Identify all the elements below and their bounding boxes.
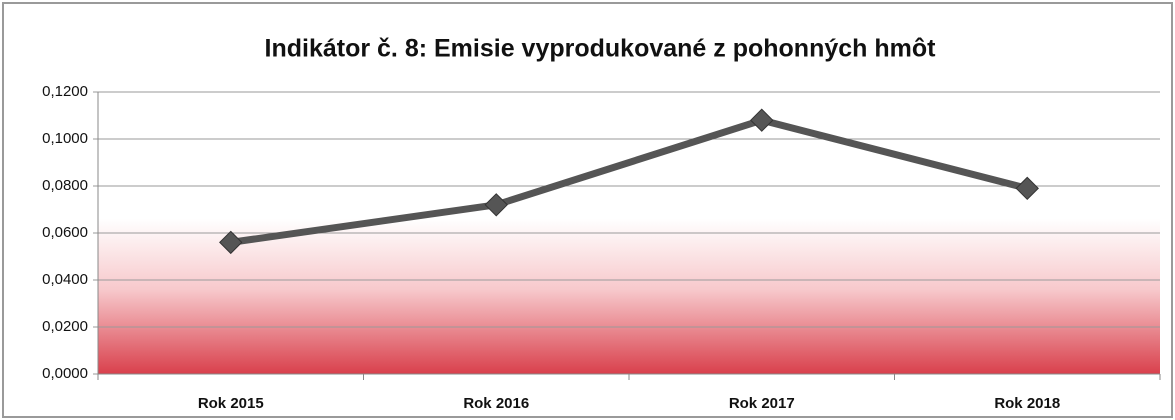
- x-tick-label: Rok 2016: [463, 395, 529, 412]
- y-tick-label: 0,0600: [42, 224, 88, 241]
- series-line: [230, 116, 1029, 246]
- data-point: [219, 230, 243, 255]
- data-point: [1015, 176, 1039, 201]
- data-point: [484, 193, 508, 217]
- y-tick-label: 0,0800: [42, 177, 88, 194]
- x-tick-label: Rok 2017: [729, 395, 795, 412]
- y-tick-label: 0,1200: [42, 83, 88, 100]
- y-tick-label: 0,0200: [42, 318, 88, 335]
- chart-title: Indikátor č. 8: Emisie vyprodukované z p…: [265, 35, 937, 63]
- y-tick-label: 0,1000: [42, 130, 88, 147]
- y-tick-label: 0,0400: [42, 271, 88, 288]
- data-point: [750, 108, 774, 132]
- y-tick-label: 0,0000: [42, 365, 88, 382]
- x-tick-label: Rok 2018: [994, 395, 1060, 412]
- x-tick-label: Rok 2015: [198, 395, 264, 412]
